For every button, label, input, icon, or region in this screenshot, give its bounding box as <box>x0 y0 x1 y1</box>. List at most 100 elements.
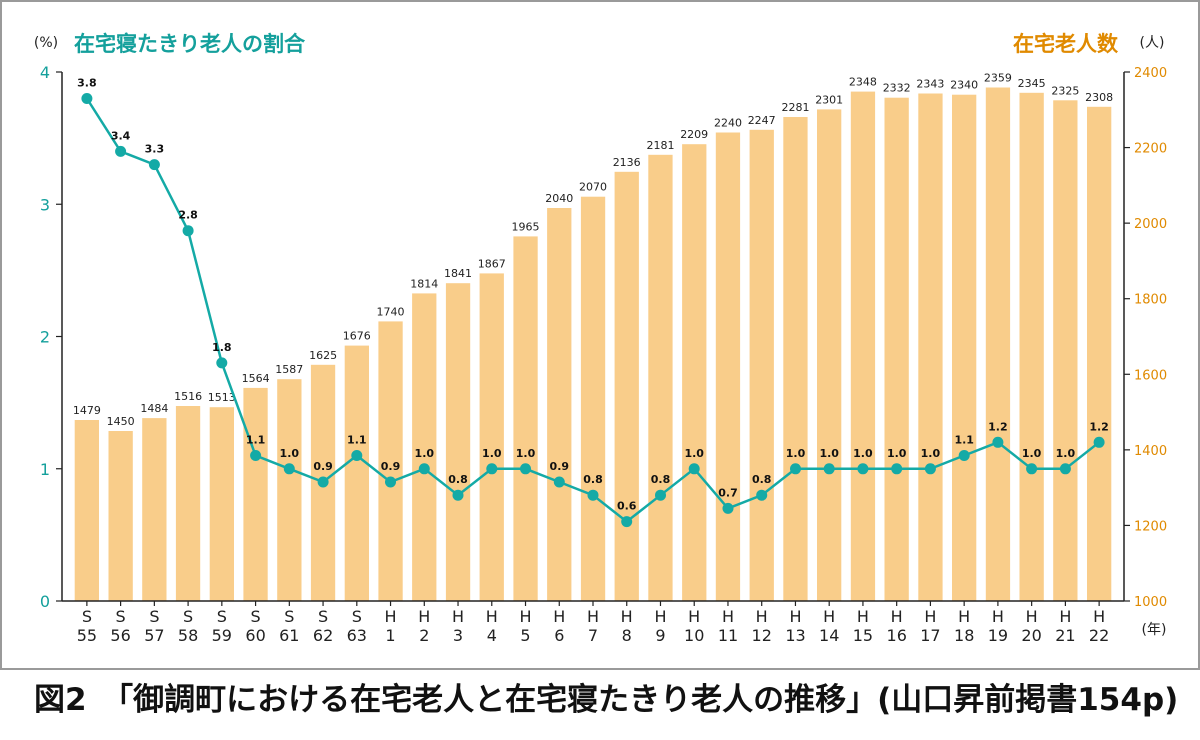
bedridden-rate-point <box>621 516 633 528</box>
bedridden-rate-label: 0.8 <box>752 473 772 486</box>
x-tick-year: 56 <box>110 626 130 645</box>
bedridden-rate-point <box>115 145 127 157</box>
bedridden-rate-label: 1.0 <box>1056 447 1076 460</box>
bedridden-rate-point <box>148 159 160 171</box>
x-tick-era: H <box>486 607 498 626</box>
bedridden-rate-point <box>958 450 970 461</box>
left-tick-label: 0 <box>40 592 50 611</box>
bar-resident-count <box>513 236 538 601</box>
bar-resident-count <box>884 97 909 601</box>
bedridden-rate-point <box>385 476 396 488</box>
right-axis-title: 在宅老人数 <box>1013 32 1119 56</box>
x-tick-era: H <box>756 607 768 626</box>
bedridden-rate-label: 0.8 <box>651 473 671 486</box>
right-tick-label: 1400 <box>1134 444 1167 459</box>
bedridden-rate-point <box>317 476 329 488</box>
left-axis-unit: (%) <box>34 35 58 51</box>
bedridden-rate-point <box>756 489 768 501</box>
x-tick-year: 62 <box>313 626 333 645</box>
bar-resident-count <box>682 144 707 601</box>
bedridden-rate-label: 1.8 <box>212 341 232 354</box>
bedridden-rate-label: 1.0 <box>1022 447 1042 460</box>
x-tick-year: 10 <box>684 626 704 645</box>
right-tick-label: 2200 <box>1134 142 1167 157</box>
bedridden-rate-label: 0.9 <box>381 460 401 473</box>
bedridden-rate-label: 1.0 <box>786 447 806 460</box>
bar-resident-count <box>209 407 234 601</box>
left-tick-label: 1 <box>40 460 50 479</box>
bar-resident-count <box>1019 92 1044 602</box>
x-tick-era: H <box>924 607 936 626</box>
x-tick-era: S <box>149 607 159 626</box>
x-tick-year: 60 <box>245 626 265 645</box>
x-tick-era: H <box>688 607 700 626</box>
x-tick-era: H <box>992 607 1004 626</box>
bedridden-rate-label: 1.0 <box>482 447 502 460</box>
bar-value-label: 2343 <box>916 78 944 91</box>
x-tick-era: S <box>116 607 126 626</box>
left-tick-label: 3 <box>40 195 50 214</box>
bar-value-label: 2332 <box>883 82 911 95</box>
bedridden-rate-label: 1.0 <box>516 447 536 460</box>
bar-value-label: 2308 <box>1085 91 1113 104</box>
bar-value-label: 1814 <box>410 277 438 290</box>
bedridden-rate-label: 3.8 <box>77 77 97 90</box>
left-tick-label: 4 <box>40 63 50 82</box>
bar-resident-count <box>142 418 167 601</box>
bedridden-rate-point <box>250 450 262 461</box>
x-tick-era: H <box>789 607 801 626</box>
bar-value-label: 2040 <box>545 192 573 205</box>
x-tick-era: S <box>251 607 261 626</box>
x-tick-era: S <box>352 607 362 626</box>
x-tick-year: 58 <box>178 626 198 645</box>
bedridden-rate-point <box>283 463 295 475</box>
x-tick-year: 3 <box>453 626 463 645</box>
bar-value-label: 2345 <box>1018 77 1046 90</box>
bar-value-label: 2209 <box>680 128 708 141</box>
x-tick-year: 61 <box>279 626 299 645</box>
bedridden-rate-label: 1.2 <box>1089 420 1109 433</box>
bedridden-rate-point <box>351 450 363 461</box>
bar-value-label: 1867 <box>478 257 506 270</box>
x-tick-era: H <box>958 607 970 626</box>
bar-resident-count <box>783 117 808 601</box>
bedridden-rate-point <box>182 225 194 237</box>
bar-value-label: 1484 <box>140 402 168 415</box>
x-tick-era: S <box>183 607 193 626</box>
bedridden-rate-label: 1.0 <box>819 447 839 460</box>
x-tick-era: H <box>857 607 869 626</box>
right-tick-label: 1000 <box>1134 595 1167 610</box>
right-tick-label: 1600 <box>1134 368 1167 383</box>
x-tick-year: 6 <box>554 626 564 645</box>
x-tick-year: 21 <box>1055 626 1075 645</box>
bar-value-label: 2181 <box>647 139 675 152</box>
bedridden-rate-label: 1.0 <box>415 447 435 460</box>
bar-value-label: 1965 <box>512 220 540 233</box>
bar-resident-count <box>108 431 133 601</box>
right-tick-label: 1200 <box>1134 519 1167 534</box>
bedridden-rate-label: 0.8 <box>448 473 468 486</box>
bar-resident-count <box>614 171 639 602</box>
x-tick-year: 20 <box>1021 626 1041 645</box>
bedridden-rate-point <box>1059 463 1071 475</box>
bar-value-label: 1740 <box>377 305 405 318</box>
bar-resident-count <box>1053 100 1078 602</box>
x-tick-year: 13 <box>785 626 805 645</box>
bedridden-rate-point <box>81 93 93 104</box>
bar-resident-count <box>715 132 741 601</box>
bar-resident-count <box>580 196 606 601</box>
bar-value-label: 2348 <box>849 76 877 89</box>
bar-resident-count <box>277 379 302 601</box>
bar-value-label: 1676 <box>343 330 371 343</box>
bar-resident-count <box>74 420 99 601</box>
bedridden-rate-point <box>992 436 1004 448</box>
x-tick-era: H <box>654 607 666 626</box>
bar-value-label: 2359 <box>984 72 1012 85</box>
bedridden-rate-point <box>688 463 700 475</box>
bar-value-label: 2136 <box>613 156 641 169</box>
x-tick-year: 16 <box>887 626 907 645</box>
x-axis-unit: (年) <box>1142 622 1167 638</box>
x-tick-era: S <box>318 607 328 626</box>
bedridden-rate-point <box>1093 436 1105 448</box>
x-tick-era: H <box>384 607 396 626</box>
